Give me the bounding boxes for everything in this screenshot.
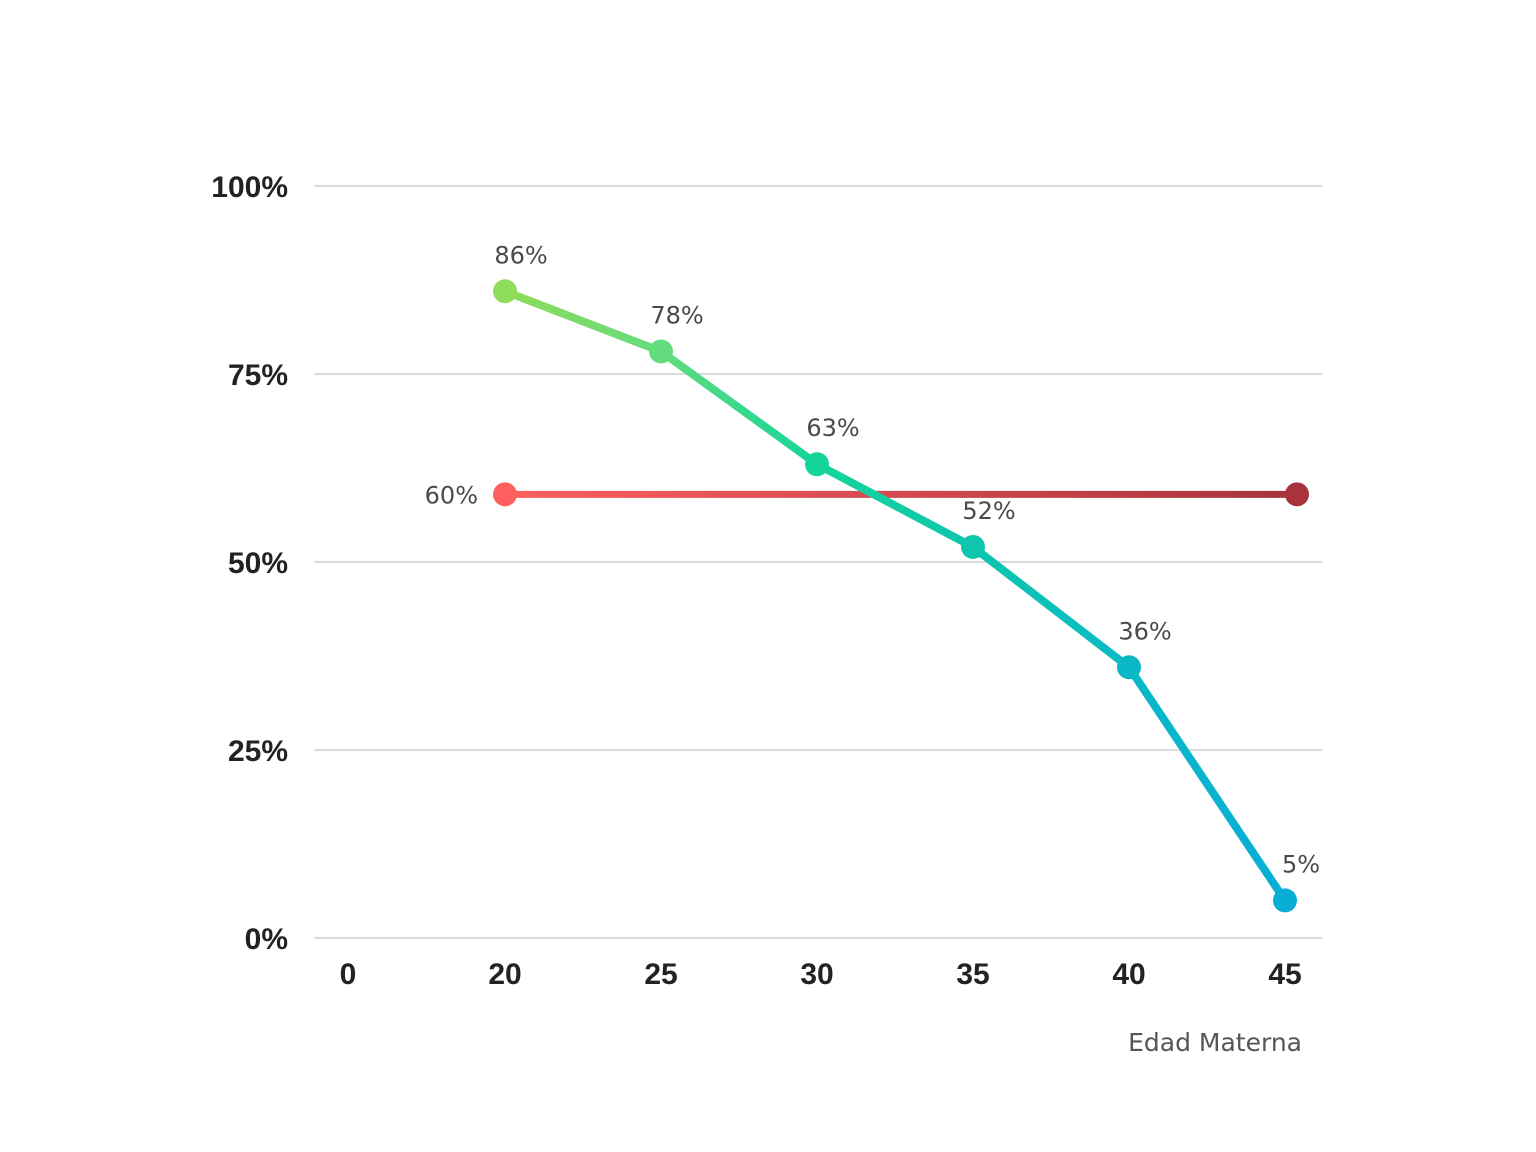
y-tick-label: 0% — [245, 923, 288, 956]
y-tick-label: 25% — [228, 735, 288, 768]
x-tick-label: 35 — [956, 958, 989, 991]
data-label: 52% — [962, 497, 1015, 525]
reference-point — [1285, 482, 1309, 507]
x-axis-ticks: 0 20 25 30 35 40 45 — [340, 958, 1302, 991]
y-tick-label: 100% — [211, 171, 288, 204]
x-tick-label: 45 — [1268, 958, 1301, 991]
data-label: 63% — [806, 414, 859, 442]
series-layer — [501, 287, 1301, 905]
data-point — [961, 534, 985, 559]
data-label: 5% — [1282, 850, 1320, 878]
series-line — [501, 287, 1289, 905]
data-point — [1273, 888, 1297, 913]
data-point — [805, 452, 829, 477]
y-tick-label: 75% — [228, 359, 288, 392]
data-label-layer: 60% 86% 78% 63% 52% 36% 5% — [425, 241, 1320, 878]
reference-point — [493, 482, 517, 507]
x-tick-label: 0 — [340, 958, 357, 991]
x-tick-label: 30 — [800, 958, 833, 991]
data-label: 78% — [650, 301, 703, 329]
reference-data-label: 60% — [425, 481, 478, 509]
data-point — [1117, 655, 1141, 680]
grid-layer — [314, 185, 1322, 939]
x-tick-label: 40 — [1112, 958, 1145, 991]
data-point — [493, 279, 517, 304]
data-label: 36% — [1118, 617, 1171, 645]
y-axis-ticks: 0% 25% 50% 75% 100% — [211, 171, 288, 956]
x-tick-label: 20 — [488, 958, 521, 991]
y-tick-label: 50% — [228, 547, 288, 580]
data-point — [649, 339, 673, 364]
point-layer — [493, 279, 1309, 913]
x-tick-label: 25 — [644, 958, 677, 991]
data-label: 86% — [494, 241, 547, 269]
x-axis-label: Edad Materna — [1128, 1028, 1302, 1057]
